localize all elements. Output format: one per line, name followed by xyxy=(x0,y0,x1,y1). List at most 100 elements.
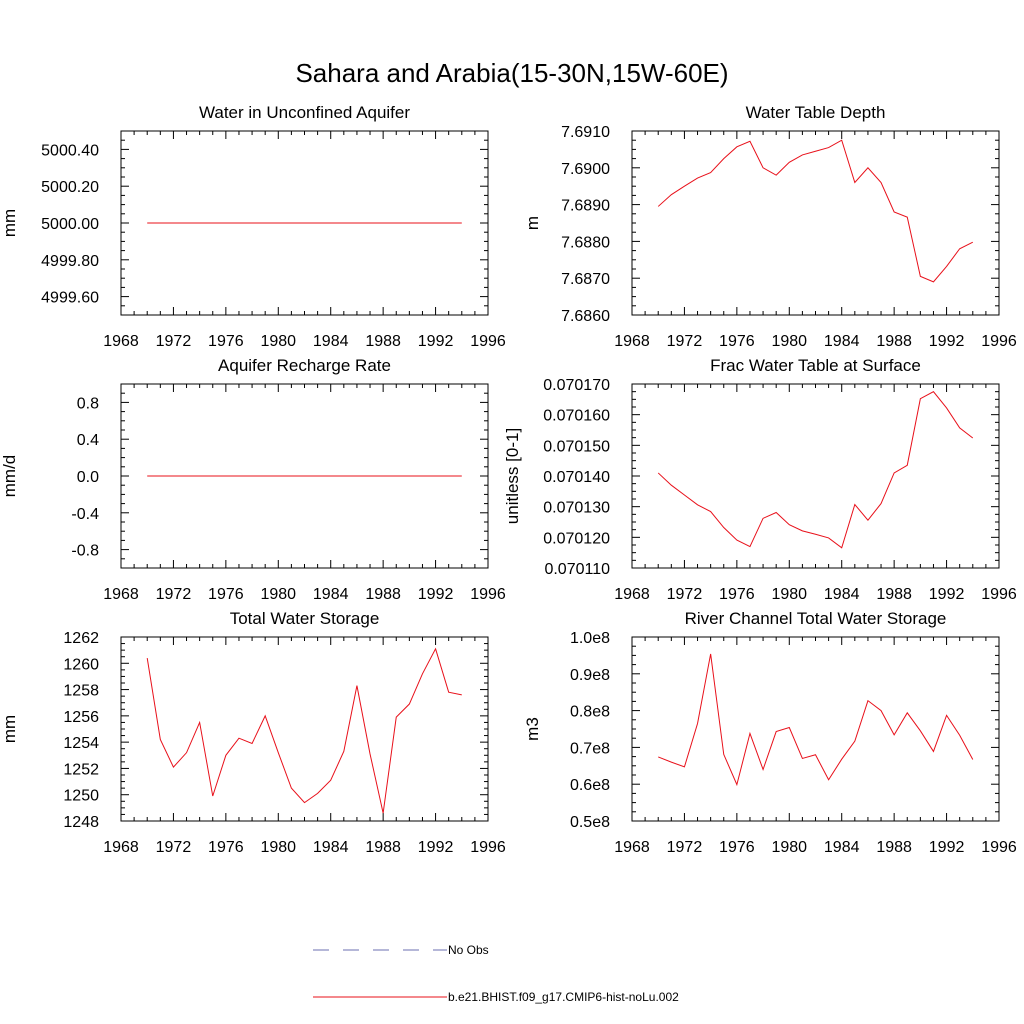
x-tick-label: 1968 xyxy=(614,333,650,350)
x-tick-label: 1992 xyxy=(418,333,454,350)
y-tick-label: 1.0e8 xyxy=(570,630,610,647)
y-axis-label: mm xyxy=(0,209,19,237)
panel-title: Water Table Depth xyxy=(746,103,886,122)
y-tick-label: -0.8 xyxy=(71,543,99,560)
panel-title: River Channel Total Water Storage xyxy=(685,609,947,628)
y-tick-label: 5000.20 xyxy=(41,179,99,196)
y-tick-label: 0.070140 xyxy=(543,469,610,486)
y-tick-label: 0.070170 xyxy=(543,377,610,394)
panel-title: Aquifer Recharge Rate xyxy=(218,356,391,375)
figure-title: Sahara and Arabia(15-30N,15W-60E) xyxy=(295,58,728,88)
x-tick-label: 1976 xyxy=(208,586,244,603)
y-tick-label: 1252 xyxy=(63,761,99,778)
y-tick-label: 1262 xyxy=(63,630,99,647)
y-axis-label: mm xyxy=(0,715,19,743)
panel-1: Water in Unconfined Aquifer 1968 1972 1976 1… xyxy=(0,103,506,350)
y-tick-label: 7.6910 xyxy=(561,124,610,141)
x-tick-label: 1976 xyxy=(719,839,755,856)
plot-frame xyxy=(120,636,489,822)
y-tick-label: 1260 xyxy=(63,656,99,673)
y-axis-label: mm/d xyxy=(0,455,19,498)
panel-4: Frac Water Table at Surface 1968 1972 1976 1… xyxy=(503,356,1017,603)
x-tick-label: 1988 xyxy=(876,333,912,350)
series-line xyxy=(658,653,974,787)
x-tick-label: 1968 xyxy=(103,333,139,350)
x-tick-label: 1984 xyxy=(313,586,349,603)
y-tick-label: 1254 xyxy=(63,735,99,752)
y-tick-label: 7.6890 xyxy=(561,198,610,215)
x-tick-label: 1972 xyxy=(667,586,703,603)
x-tick-label: 1968 xyxy=(614,839,650,856)
x-tick-label: 1988 xyxy=(365,586,401,603)
x-tick-label: 1972 xyxy=(667,333,703,350)
y-tick-label: 0.9e8 xyxy=(570,667,610,684)
y-tick-label: 1248 xyxy=(63,814,99,831)
y-tick-label: 5000.40 xyxy=(41,142,99,159)
y-tick-label: 0.070120 xyxy=(543,530,610,547)
x-tick-label: 1980 xyxy=(260,333,296,350)
panel-title: Frac Water Table at Surface xyxy=(710,356,921,375)
x-tick-label: 1988 xyxy=(365,333,401,350)
y-tick-label: 7.6880 xyxy=(561,234,610,251)
x-tick-label: 1996 xyxy=(981,333,1017,350)
y-tick-label: 0.8 xyxy=(77,395,99,412)
y-tick-label: 7.6870 xyxy=(561,271,610,288)
x-tick-label: 1984 xyxy=(313,839,349,856)
y-tick-label: 0.070150 xyxy=(543,438,610,455)
x-tick-label: 1972 xyxy=(156,839,192,856)
x-tick-label: 1996 xyxy=(981,839,1017,856)
y-axis-label: m xyxy=(523,216,542,230)
y-tick-label: 7.6900 xyxy=(561,161,610,178)
x-tick-label: 1980 xyxy=(771,333,807,350)
y-axis-label: unitless [0-1] xyxy=(503,428,522,524)
x-tick-label: 1968 xyxy=(103,586,139,603)
x-tick-label: 1988 xyxy=(876,586,912,603)
y-tick-label: 4999.60 xyxy=(41,290,99,307)
y-tick-label: 0.8e8 xyxy=(570,704,610,721)
legend-label: No Obs xyxy=(448,943,489,957)
y-tick-label: 1250 xyxy=(63,788,99,805)
x-tick-label: 1972 xyxy=(156,586,192,603)
panel-3: Aquifer Recharge Rate 1968 1972 1976 1980 198… xyxy=(0,356,506,603)
y-tick-label: 0.070130 xyxy=(543,500,610,517)
x-tick-label: 1968 xyxy=(103,839,139,856)
x-tick-label: 1984 xyxy=(824,333,860,350)
y-tick-label: 0.070160 xyxy=(543,408,610,425)
x-tick-label: 1968 xyxy=(614,586,650,603)
x-tick-label: 1992 xyxy=(929,333,965,350)
y-tick-label: 4999.80 xyxy=(41,253,99,270)
y-tick-label: 0.7e8 xyxy=(570,740,610,757)
plot-frame xyxy=(631,130,1000,316)
panel-title: Water in Unconfined Aquifer xyxy=(199,103,410,122)
x-tick-label: 1992 xyxy=(418,586,454,603)
x-tick-label: 1996 xyxy=(470,839,506,856)
panel-6: River Channel Total Water Storage 1968 197… xyxy=(523,609,1017,856)
legend-entry: No Obs xyxy=(313,943,489,957)
x-tick-label: 1996 xyxy=(470,586,506,603)
panel-2: Water Table Depth 1968 1972 1976 1980 1984 198… xyxy=(523,103,1017,350)
plot-frame xyxy=(631,636,1000,822)
x-tick-label: 1976 xyxy=(719,333,755,350)
x-tick-label: 1980 xyxy=(260,839,296,856)
y-tick-label: -0.4 xyxy=(71,506,99,523)
x-tick-label: 1976 xyxy=(208,839,244,856)
y-tick-label: 0.0 xyxy=(77,469,99,486)
x-tick-label: 1988 xyxy=(365,839,401,856)
x-tick-label: 1992 xyxy=(929,839,965,856)
series-line xyxy=(657,139,974,283)
x-tick-label: 1988 xyxy=(876,839,912,856)
legend-label: b.e21.BHIST.f09_g17.CMIP6-hist-noLu.002 xyxy=(448,990,679,1004)
y-tick-label: 7.6860 xyxy=(561,308,610,325)
y-tick-label: 0.5e8 xyxy=(570,814,610,831)
x-tick-label: 1980 xyxy=(771,586,807,603)
x-tick-label: 1976 xyxy=(208,333,244,350)
panel-5: Total Water Storage 1968 1972 1976 1980 1984 1… xyxy=(0,609,506,856)
x-tick-label: 1992 xyxy=(929,586,965,603)
x-tick-label: 1984 xyxy=(824,839,860,856)
x-tick-label: 1992 xyxy=(418,839,454,856)
series-line xyxy=(657,391,974,549)
y-tick-label: 5000.00 xyxy=(41,216,99,233)
series-line xyxy=(146,647,462,814)
x-tick-label: 1980 xyxy=(771,839,807,856)
